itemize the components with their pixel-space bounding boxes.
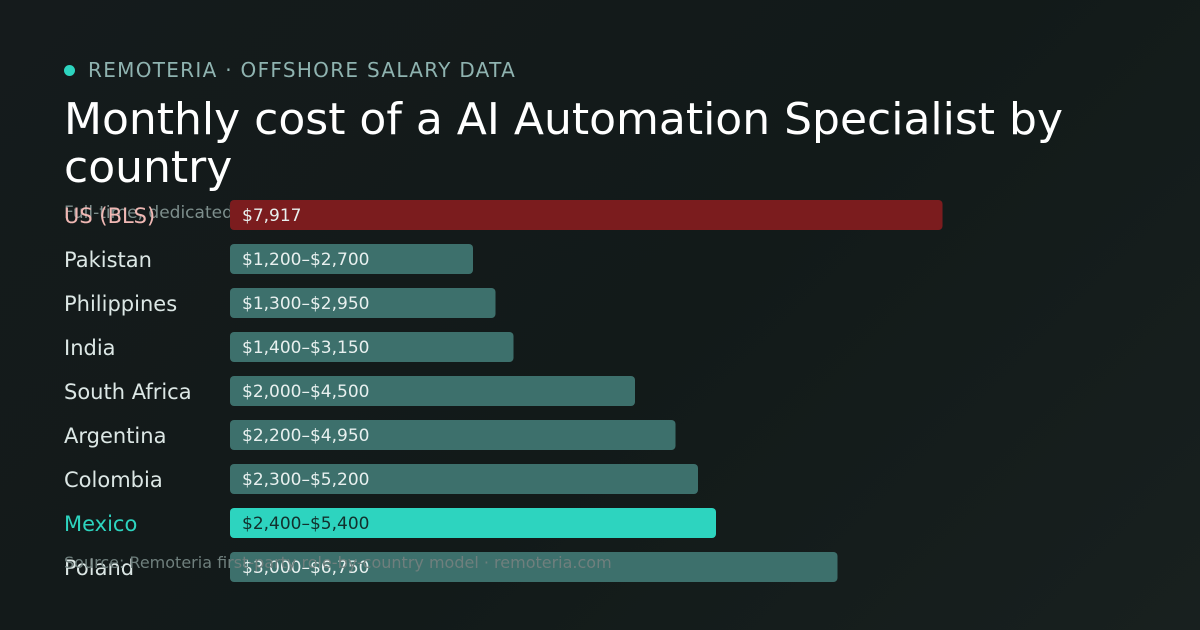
bar-value-label: $1,300–$2,950 <box>242 294 369 314</box>
bar-value-label: $1,400–$3,150 <box>242 338 369 358</box>
bar-value-label: $2,000–$4,500 <box>242 382 369 402</box>
bar <box>230 552 838 582</box>
category-label: Argentina <box>64 424 166 448</box>
bar-value-label: $3,000–$6,750 <box>242 558 369 578</box>
category-label: India <box>64 336 116 360</box>
chart-title: Monthly cost of a AI Automation Speciali… <box>64 94 1063 193</box>
bar <box>230 464 698 494</box>
bar-value-label: $7,917 <box>242 206 301 226</box>
bar <box>230 200 943 230</box>
bar <box>230 508 716 538</box>
category-label: Poland <box>64 556 134 580</box>
bar <box>230 244 473 274</box>
bar-value-label: $1,200–$2,700 <box>242 250 369 270</box>
brand-label: REMOTERIA · OFFSHORE SALARY DATA <box>88 58 517 82</box>
bar-value-label: $2,200–$4,950 <box>242 426 369 446</box>
bar <box>230 420 676 450</box>
brand-dot-icon <box>64 64 75 76</box>
chart-subtitle: Full-time, dedicated <box>64 203 233 223</box>
bar <box>230 376 635 406</box>
category-label: South Africa <box>64 380 192 404</box>
category-label: Colombia <box>64 468 163 492</box>
brand-header: REMOTERIA · OFFSHORE SALARY DATA <box>64 58 516 82</box>
category-label: Philippines <box>64 292 177 316</box>
category-label: US (BLS) <box>64 204 155 228</box>
category-label: Pakistan <box>64 248 152 272</box>
bar-value-label: $2,300–$5,200 <box>242 470 369 490</box>
category-label: Mexico <box>64 512 137 536</box>
bar <box>230 332 514 362</box>
chart-source: Source: Remoteria first-party role-by-co… <box>64 553 612 572</box>
bar <box>230 288 496 318</box>
bar-value-label: $2,400–$5,400 <box>242 514 369 534</box>
